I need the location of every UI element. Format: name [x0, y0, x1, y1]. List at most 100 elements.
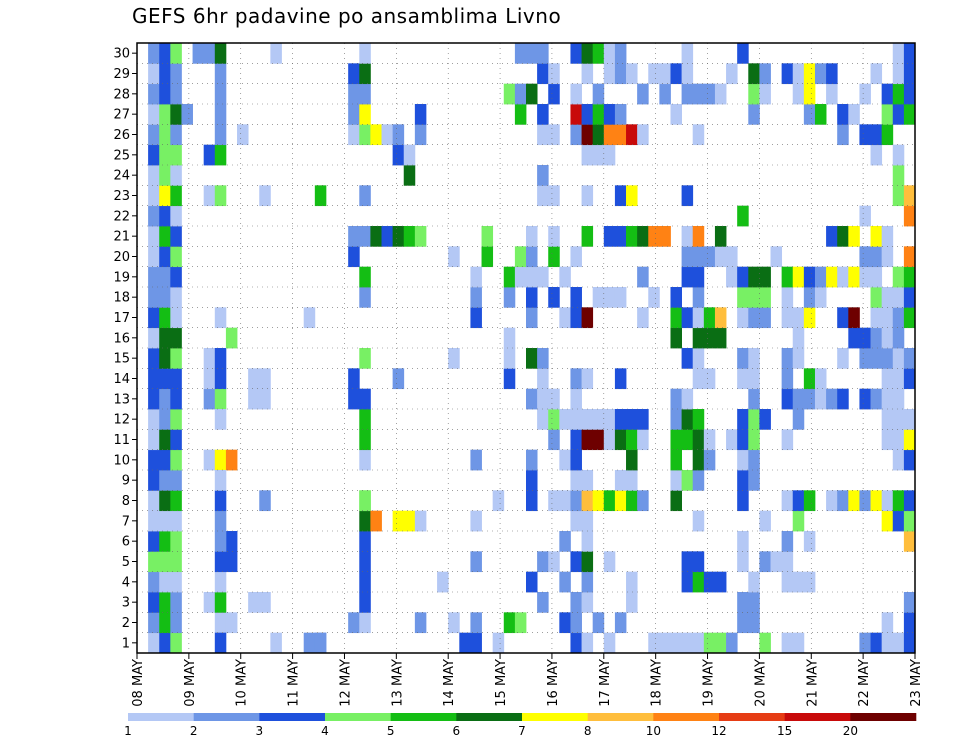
heatmap-cell	[159, 165, 171, 186]
x-tick-label: 12 MAY	[338, 659, 353, 707]
heatmap-cell	[892, 510, 905, 532]
heatmap-cell	[737, 470, 749, 491]
heatmap-cell	[548, 388, 560, 410]
heatmap-cell	[548, 551, 560, 573]
y-tick-label: 30	[113, 47, 130, 62]
heatmap-cell	[692, 266, 705, 288]
heatmap-cell	[870, 246, 883, 268]
heatmap-cell	[148, 531, 160, 552]
heatmap-cell	[348, 388, 360, 410]
heatmap-cell	[837, 348, 849, 369]
y-tick-label: 4	[122, 575, 130, 590]
heatmap-cell	[626, 592, 638, 613]
heatmap-cell	[803, 287, 816, 308]
heatmap-cell	[170, 124, 182, 146]
heatmap-cell	[748, 368, 760, 390]
heatmap-cell	[681, 551, 694, 573]
heatmap-cell	[670, 449, 682, 471]
heatmap-cell	[581, 409, 594, 430]
y-tick-label: 26	[113, 128, 130, 143]
heatmap-cell	[870, 307, 883, 329]
legend-label: 7	[518, 724, 526, 738]
heatmap-cell	[470, 307, 482, 329]
heatmap-cell	[181, 104, 193, 125]
heatmap-cell	[537, 165, 549, 186]
heatmap-cell	[903, 510, 916, 532]
heatmap-cell	[737, 348, 749, 369]
heatmap-cell	[692, 287, 705, 308]
heatmap-cell	[681, 632, 694, 654]
y-tick-label: 2	[122, 616, 130, 631]
heatmap-cell	[170, 470, 182, 491]
heatmap-cell	[359, 185, 371, 207]
legend-label: 10	[646, 724, 661, 738]
heatmap-cell	[470, 632, 482, 654]
heatmap-cell	[570, 409, 582, 430]
heatmap-cell	[837, 104, 849, 125]
grid-lines	[137, 43, 915, 653]
y-axis: 1234567891011121314151617181920212223242…	[113, 47, 137, 651]
heatmap-cell	[148, 43, 160, 64]
heatmap-cell	[170, 83, 182, 105]
heatmap-cell	[614, 63, 627, 85]
heatmap-cell	[837, 226, 849, 247]
heatmap-cell	[526, 449, 538, 471]
heatmap-cell	[737, 287, 749, 308]
heatmap-cell	[225, 449, 238, 471]
heatmap-cell	[703, 83, 716, 105]
heatmap-cell	[548, 429, 560, 451]
heatmap-cell	[870, 124, 883, 146]
heatmap-cell	[359, 104, 371, 125]
heatmap-cell	[870, 144, 883, 166]
heatmap-cell	[792, 63, 805, 85]
heatmap-cell	[781, 287, 794, 308]
heatmap-cell	[703, 429, 716, 451]
heatmap-cell	[381, 226, 394, 247]
y-tick-label: 16	[113, 331, 130, 346]
heatmap-cell	[359, 409, 371, 430]
heatmap-cell	[603, 429, 616, 451]
heatmap-cell	[670, 388, 682, 410]
heatmap-cell	[803, 63, 816, 85]
heatmap-cell	[592, 83, 605, 105]
heatmap-cell	[903, 449, 916, 471]
heatmap-cell	[503, 287, 516, 308]
heatmap-cell	[637, 83, 649, 105]
heatmap-cell	[248, 368, 260, 390]
heatmap-cell	[681, 83, 694, 105]
heatmap-cell	[148, 409, 160, 430]
heatmap-cell	[159, 409, 171, 430]
heatmap-cell	[870, 266, 883, 288]
heatmap-cell	[148, 388, 160, 410]
heatmap-cell	[903, 63, 916, 85]
heatmap-cell	[148, 205, 160, 227]
heatmap-cell	[170, 592, 182, 613]
heatmap-cell	[359, 226, 371, 247]
heatmap-cell	[148, 266, 160, 288]
heatmap-cell	[614, 287, 627, 308]
heatmap-cell	[892, 287, 905, 308]
heatmap-cell	[159, 287, 171, 308]
heatmap-cell	[203, 368, 216, 390]
heatmap-cell	[692, 551, 705, 573]
heatmap-cell	[537, 551, 549, 573]
heatmap-cell	[892, 409, 905, 430]
heatmap-cell	[214, 368, 227, 390]
heatmap-cell	[259, 388, 271, 410]
heatmap-cell	[203, 185, 216, 207]
heatmap-cell	[892, 368, 905, 390]
heatmap-cell	[859, 388, 871, 410]
heatmap-cell	[159, 348, 171, 369]
heatmap-cell	[503, 83, 516, 105]
heatmap-cell	[626, 185, 638, 207]
heatmap-cell	[759, 287, 771, 308]
heatmap-cell	[348, 63, 360, 85]
heatmap-cell	[670, 409, 682, 430]
heatmap-cell	[559, 612, 571, 634]
heatmap-cell	[448, 348, 460, 369]
heatmap-cell	[559, 307, 571, 329]
heatmap-cell	[792, 327, 805, 349]
heatmap-cell	[703, 368, 716, 390]
heatmap-cell	[503, 327, 516, 349]
y-tick-label: 15	[113, 352, 130, 367]
